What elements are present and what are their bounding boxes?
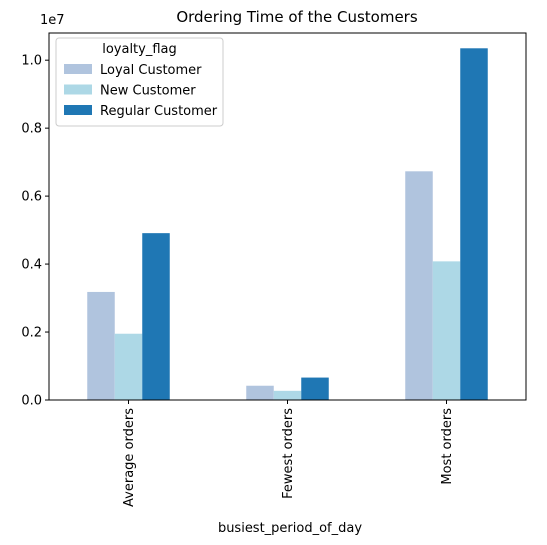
legend: loyalty_flag Loyal Customer New Customer Re… [55,37,224,127]
bar-loyal-customer-0 [87,291,115,400]
y-tick-label: 0.2 [21,326,42,341]
legend-swatch [64,64,92,74]
bar-new-customer-0 [114,333,143,400]
x-axis: Average orders Fewest orders Most orders [122,400,455,507]
y-tick-label: 0.6 [21,190,42,205]
legend-entry-label: Loyal Customer [100,63,202,78]
bar-new-customer-1 [273,390,302,400]
x-axis-label: busiest_period_of_day [218,521,362,536]
legend-swatch [64,105,92,115]
y-tick-label: 0.8 [21,122,42,137]
legend-entry-label: Regular Customer [100,104,218,119]
legend-title: loyalty_flag [102,42,177,57]
x-tick-label: Average orders [122,408,137,507]
y-tick-label: 0.0 [21,394,42,409]
bar-loyal-customer-1 [246,385,274,400]
x-tick-label: Fewest orders [281,408,296,499]
legend-swatch [64,84,92,95]
bar-regular-customer-1 [301,377,329,400]
legend-box [55,37,224,127]
y-axis-offset-label: 1e7 [40,13,65,28]
x-tick-label: Most orders [440,408,455,485]
y-axis: 0.0 0.2 0.4 0.6 0.8 1.0 [21,54,49,409]
bar-new-customer-2 [432,261,461,400]
bar-regular-customer-2 [460,48,488,401]
bar-loyal-customer-2 [405,171,433,400]
chart-title: Ordering Time of the Customers [176,8,418,26]
y-tick-label: 0.4 [21,258,42,273]
legend-entry-label: New Customer [100,84,196,99]
y-tick-label: 1.0 [21,54,42,69]
bar-regular-customer-0 [142,233,170,400]
plot-area [87,48,488,401]
